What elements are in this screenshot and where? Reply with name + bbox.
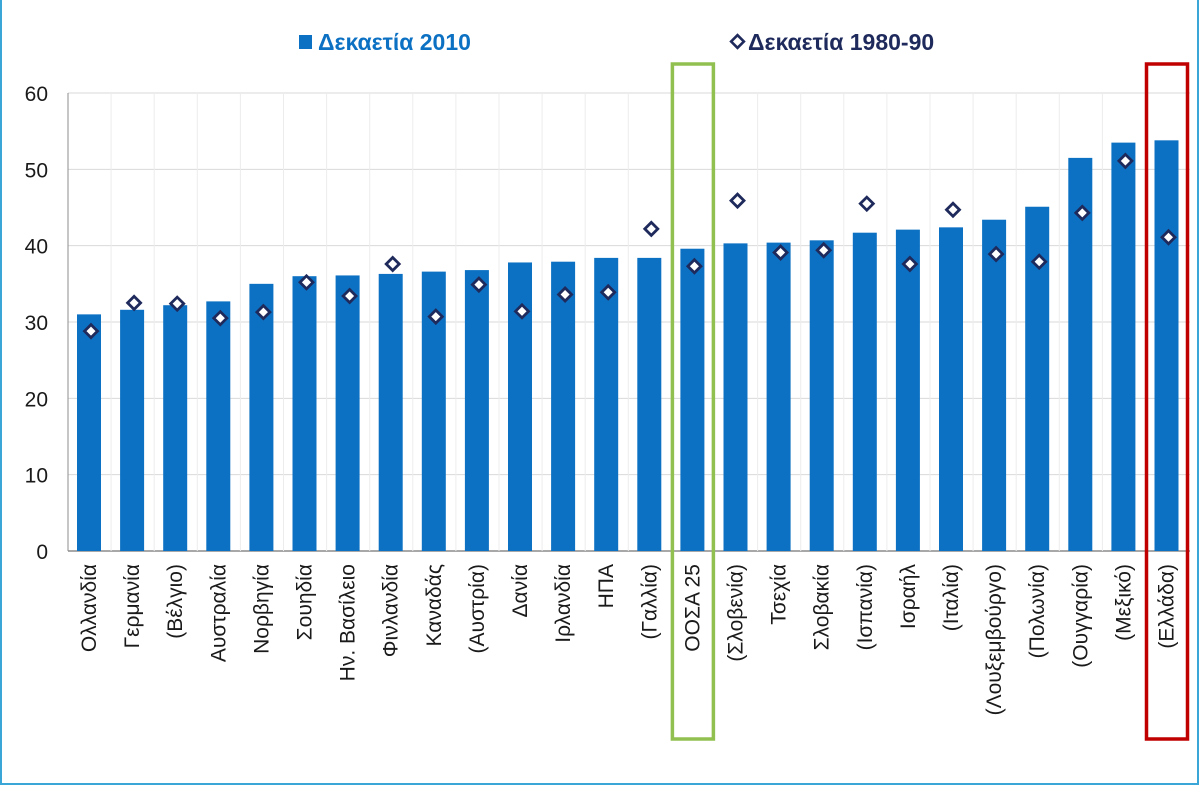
bar [120,309,145,551]
highlight-box [1144,62,1190,741]
category-label: (Αυστρία) [466,564,489,654]
bar [723,243,748,552]
marker-diamond [815,241,833,259]
bar [809,240,834,551]
bar [464,270,489,551]
marker-diamond [901,255,919,273]
category-label: Γερμανία [121,564,144,648]
marker-diamond [254,303,272,321]
bar [163,305,188,551]
bar [1111,142,1136,551]
category-label: Φινλανδία [380,564,403,657]
marker-diamond [298,273,315,291]
marker-diamond [427,308,445,326]
marker-diamond [1073,204,1091,222]
legend: Δεκαετία 2010 Δεκαετία 1980-90 [299,29,934,55]
marker-diamond [384,255,402,273]
category-label: (Πολωνία) [1026,564,1049,658]
marker-diamond [556,286,574,303]
legend-swatch-bar [299,35,312,49]
marker-diamond [125,294,143,312]
category-label: (Ισπανία) [854,564,877,650]
bar [77,314,101,551]
category-label: (Μεξικό) [1112,564,1135,641]
category-label: ΗΠΑ [595,564,618,608]
marker-diamond [599,283,617,301]
marker-diamond [513,302,531,320]
marker-diamond [1160,228,1177,246]
marker-diamond [168,295,186,313]
category-label: Ολλανδία [78,564,101,652]
category-label: Σλοβακία [811,564,834,650]
category-label: Ισραήλ [897,564,920,630]
y-axis-tick-labels: 0 10 20 30 40 50 60 [25,83,48,564]
bar [939,227,963,551]
category-label: Δανία [509,564,532,617]
bar [249,283,274,551]
marker-diamond [211,309,229,327]
highlight-boxes [670,62,1190,741]
x-axis-category-labels: Ολλανδία Γερμανία (Βέλγιο) Αυστραλία Νορβηγί… [78,564,1179,716]
category-label: ΟΟΣΑ 25 [681,564,704,652]
bar [1068,157,1093,551]
marker-diamond [729,192,746,210]
y-tick-label: 20 [25,388,48,411]
bar [551,261,576,551]
category-label: Ιρλανδία [552,564,575,643]
category-label: (Ουγγαρία) [1069,564,1092,668]
y-tick-label: 0 [36,541,48,564]
grid-lines [67,92,1190,552]
marker-diamond [772,244,790,262]
bar [895,229,920,552]
category-label: (Ιταλία) [940,564,963,631]
category-label: (Γαλλία) [638,564,661,640]
category-label: Τσεχία [768,564,791,625]
y-tick-label: 30 [25,312,48,335]
y-tick-label: 40 [25,236,48,259]
marker-diamond [944,201,962,219]
bar [680,248,705,551]
category-label: (Βέλγιο) [164,564,187,639]
marker-diamond [341,287,359,305]
bars-2010 [77,140,1179,552]
markers-1980-90 [82,152,1177,340]
category-label: (Λουξεμβούργο) [983,564,1006,715]
marker-diamond [82,322,100,340]
category-label: Αυστραλία [207,564,230,662]
y-tick-label: 50 [25,159,48,182]
marker-diamond [1030,253,1048,271]
bar [766,242,791,551]
category-label: Ην. Βασίλειο [337,564,360,681]
y-tick-label: 10 [25,465,48,488]
legend-label-2010: Δεκαετία 2010 [318,29,471,55]
bar [1154,140,1179,551]
category-label: (Σλοβενία) [725,564,748,662]
bar [335,275,360,551]
category-label: (Ελλάδα) [1156,564,1179,649]
bar [982,219,1007,552]
bar [637,257,662,551]
marker-diamond [642,220,660,238]
category-label: Σουηδία [294,564,317,640]
legend-swatch-diamond [729,33,746,50]
highlight-box [670,62,716,741]
marker-diamond [1116,152,1134,170]
bar [206,301,231,551]
bar [292,276,317,551]
bar [594,257,619,551]
marker-diamond [685,257,703,275]
category-label: Καναδάς [423,564,446,646]
y-tick-label: 60 [25,83,48,106]
marker-diamond [987,245,1005,263]
legend-label-1980-90: Δεκαετία 1980-90 [748,29,934,55]
category-label: Νορβηγία [250,564,273,654]
marker-diamond [470,276,488,294]
bar [852,232,877,551]
bar [378,273,403,551]
marker-diamond [858,195,876,213]
